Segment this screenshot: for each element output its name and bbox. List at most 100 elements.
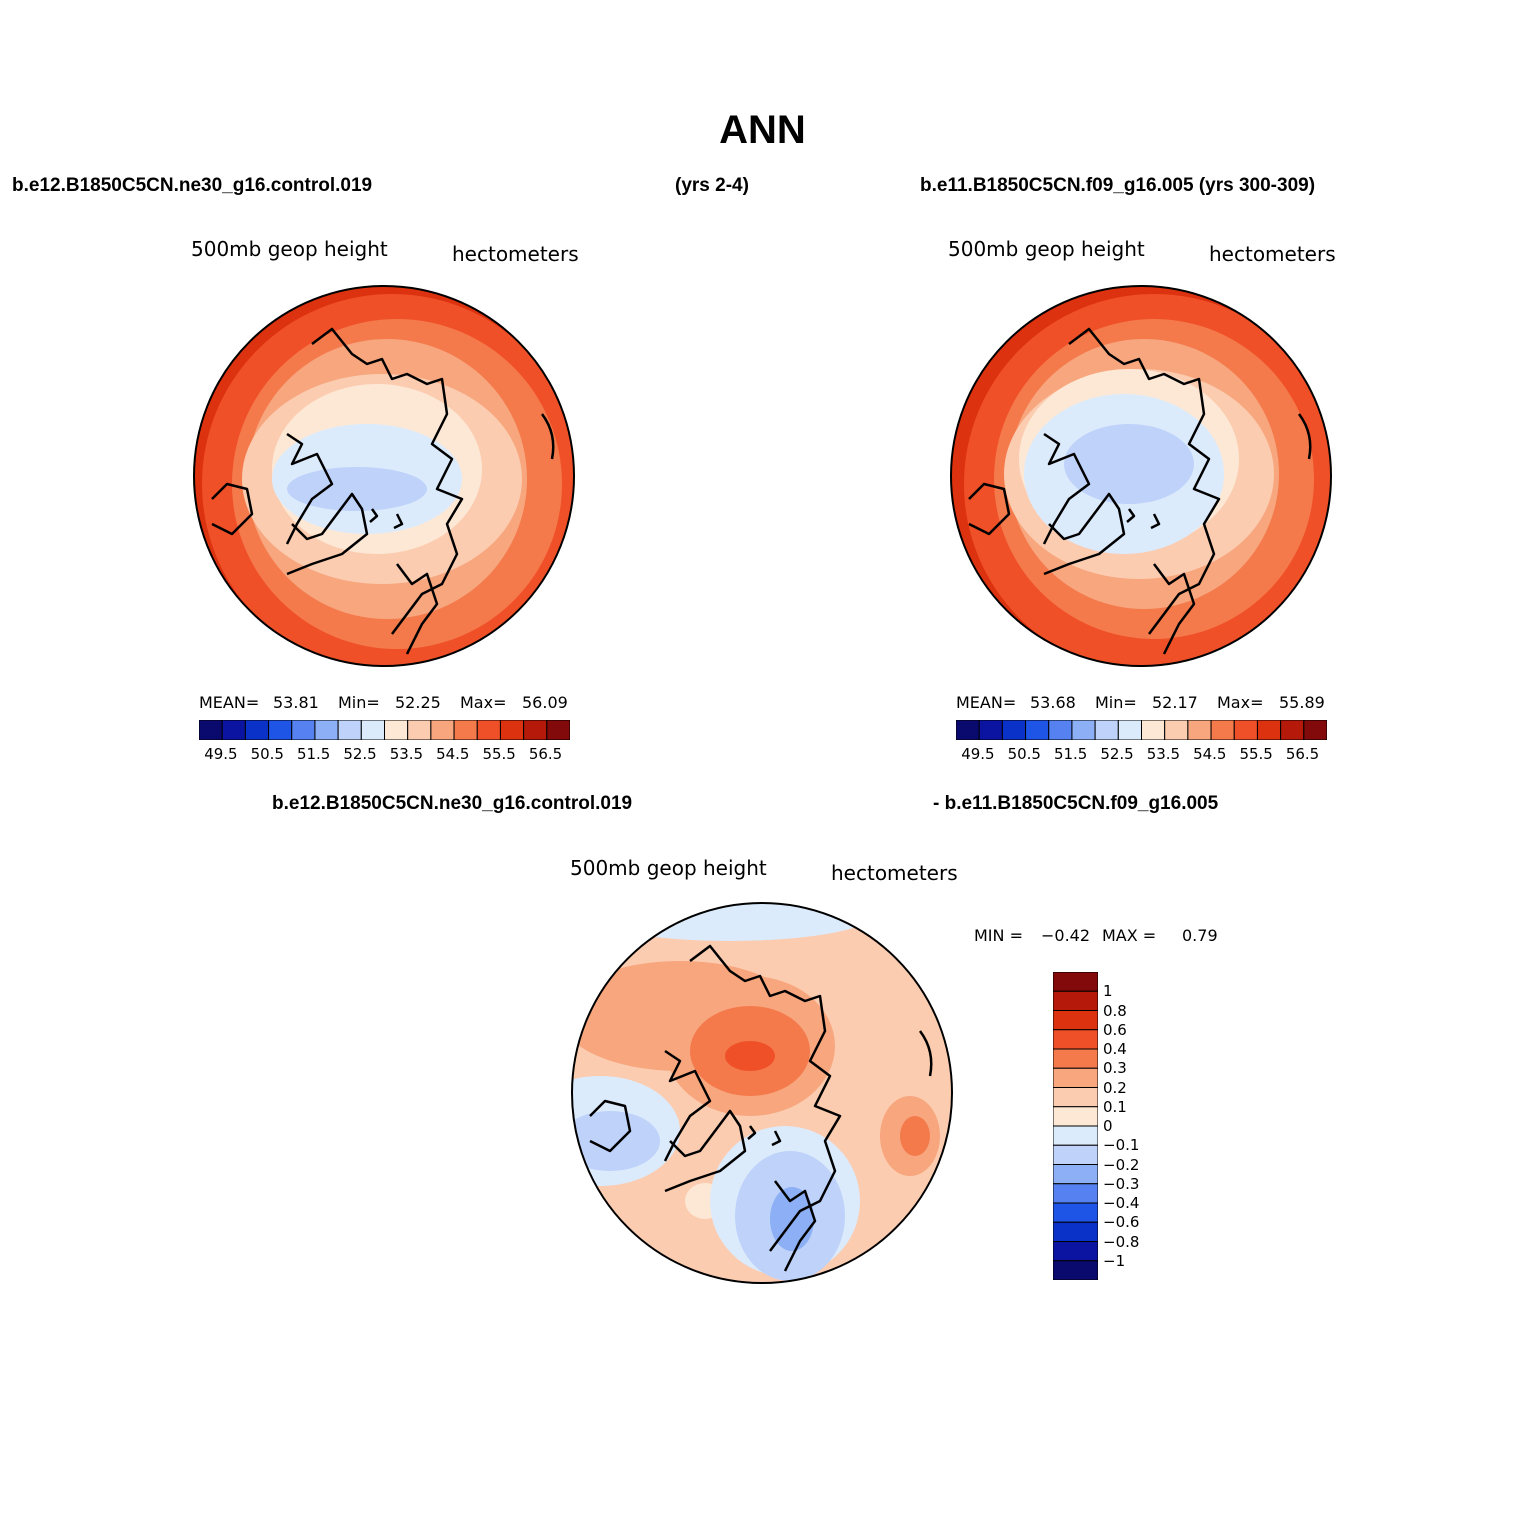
panel3-max-value: 0.79 bbox=[1182, 926, 1218, 945]
panel2-units-label: hectometers bbox=[1209, 242, 1336, 266]
panel1-colorbar-swatch bbox=[337, 720, 362, 740]
left-years-header: (yrs 2-4) bbox=[675, 175, 749, 196]
panel3-colorbar-swatch bbox=[1053, 1106, 1098, 1127]
panel1-variable-label: 500mb geop height bbox=[191, 237, 388, 261]
panel3-colorbar-swatch bbox=[1053, 1087, 1098, 1108]
panel2-colorbar-tick-label: 52.5 bbox=[1100, 745, 1134, 763]
panel2-colorbar-swatch bbox=[1025, 720, 1050, 740]
panel1-colorbar-swatch bbox=[453, 720, 478, 740]
panel1-colorbar-tick-label: 52.5 bbox=[343, 745, 377, 763]
panel3-colorbar-swatch bbox=[1053, 1241, 1098, 1262]
panel3-colorbar-swatch bbox=[1053, 1183, 1098, 1204]
panel3-colorbar-swatch bbox=[1053, 1048, 1098, 1069]
panel2-colorbar-swatch bbox=[978, 720, 1003, 740]
panel2-min-value: 52.17 bbox=[1152, 693, 1198, 712]
panel1-colorbar-swatch bbox=[199, 720, 223, 740]
panel3-colorbar-swatch bbox=[1053, 972, 1098, 992]
panel2-polar-map bbox=[950, 285, 1332, 667]
panel3-colorbar-swatch bbox=[1053, 1144, 1098, 1165]
panel3-variable-label: 500mb geop height bbox=[570, 856, 767, 880]
panel1-colorbar-tick-label: 53.5 bbox=[389, 745, 424, 763]
panel2-mean-value: 53.68 bbox=[1030, 693, 1076, 712]
panel1-units-label: hectometers bbox=[452, 242, 579, 266]
panel1-max-value: 56.09 bbox=[522, 693, 568, 712]
panel3-colorbar-tick-label: 0.8 bbox=[1103, 1001, 1127, 1020]
panel2-colorbar-swatch bbox=[1187, 720, 1212, 740]
panel2-colorbar-swatch bbox=[1071, 720, 1096, 740]
panel1-colorbar-swatch bbox=[407, 720, 432, 740]
panel3-colorbar-swatch bbox=[1053, 1221, 1098, 1242]
panel1-colorbar-swatch bbox=[268, 720, 293, 740]
panel2-max-value: 55.89 bbox=[1279, 693, 1325, 712]
panel1-mean-label: MEAN= bbox=[199, 693, 260, 712]
panel3-colorbar-swatch bbox=[1053, 1125, 1098, 1146]
panel2-colorbar-tick-label: 51.5 bbox=[1053, 745, 1088, 763]
panel1-colorbar-swatch bbox=[291, 720, 316, 740]
panel2-colorbar-swatch bbox=[1117, 720, 1142, 740]
panel1-mean-value: 53.81 bbox=[273, 693, 319, 712]
page-title: ANN bbox=[719, 108, 806, 152]
panel2-colorbar-swatch bbox=[1001, 720, 1027, 740]
panel3-colorbar-swatch bbox=[1053, 1164, 1098, 1185]
panel1-colorbar-tick-label: 49.5 bbox=[204, 745, 238, 763]
panel1-polar-map bbox=[193, 285, 575, 667]
panel2-mean-label: MEAN= bbox=[956, 693, 1017, 712]
panel2-variable-label: 500mb geop height bbox=[948, 237, 1145, 261]
panel1-colorbar-swatch bbox=[430, 720, 455, 740]
panel2-colorbar-swatch bbox=[1048, 720, 1073, 740]
panel1-colorbar-swatch bbox=[523, 720, 548, 740]
panel2-max-label: Max= bbox=[1217, 693, 1264, 712]
panel1-colorbar-swatch bbox=[499, 720, 525, 740]
panel3-colorbar-tick-label: 0.2 bbox=[1103, 1078, 1127, 1097]
panel2-colorbar-tick-label: 50.5 bbox=[1007, 745, 1041, 763]
panel2-colorbar-swatch bbox=[1094, 720, 1119, 740]
panel2-min-label: Min= bbox=[1095, 693, 1137, 712]
panel1-colorbar-tick-label: 51.5 bbox=[296, 745, 331, 763]
panel3-colorbar-tick-label: −0.6 bbox=[1103, 1213, 1140, 1232]
panel3-colorbar-swatch bbox=[1053, 1260, 1098, 1280]
panel1-max-label: Max= bbox=[460, 693, 507, 712]
panel3-colorbar-tick-label: 0.3 bbox=[1103, 1059, 1127, 1078]
panel3-colorbar-swatch bbox=[1053, 1010, 1098, 1031]
panel1-colorbar-swatch bbox=[314, 720, 339, 740]
panel3-colorbar-tick-label: −1 bbox=[1103, 1251, 1126, 1270]
panel3-colorbar-tick-label: −0.3 bbox=[1103, 1174, 1140, 1193]
panel1-colorbar-tick-label: 56.5 bbox=[528, 745, 563, 763]
panel2-colorbar-tick-label: 56.5 bbox=[1285, 745, 1320, 763]
panel3-colorbar-tick-label: −0.4 bbox=[1103, 1194, 1140, 1212]
panel3-colorbar-tick-label: 0.1 bbox=[1103, 1097, 1127, 1116]
panel3-colorbar-swatch bbox=[1053, 1202, 1098, 1223]
panel1-min-value: 52.25 bbox=[395, 693, 441, 712]
panel3-colorbar-tick-label: 0.4 bbox=[1103, 1040, 1127, 1058]
panel3-min-value: −0.42 bbox=[1041, 926, 1091, 945]
panel3-colorbar-swatch bbox=[1053, 1029, 1098, 1050]
panel1-colorbar-tick-label: 55.5 bbox=[482, 745, 516, 763]
panel3-colorbar bbox=[1053, 972, 1098, 1280]
panel3-colorbar-swatch bbox=[1053, 1067, 1098, 1088]
panel1-colorbar bbox=[199, 720, 570, 740]
panel1-colorbar-tick-label: 50.5 bbox=[250, 745, 284, 763]
panel1-colorbar-tick-label: 54.5 bbox=[436, 745, 470, 763]
panel2-colorbar-tick-label: 54.5 bbox=[1193, 745, 1227, 763]
panel2-colorbar-tick-label: 49.5 bbox=[961, 745, 995, 763]
panel1-colorbar-swatch bbox=[244, 720, 270, 740]
panel2-colorbar-tick-label: 53.5 bbox=[1146, 745, 1181, 763]
panel1-colorbar-swatch bbox=[384, 720, 409, 740]
panel2-colorbar-swatch bbox=[1280, 720, 1305, 740]
panel1-colorbar-swatch bbox=[360, 720, 385, 740]
panel2-coastlines bbox=[968, 327, 1312, 655]
panel2-colorbar-swatch bbox=[1141, 720, 1166, 740]
diff-left-header: b.e12.B1850C5CN.ne30_g16.control.019 bbox=[272, 793, 633, 814]
panel2-colorbar-swatch bbox=[956, 720, 980, 740]
panel1-min-label: Min= bbox=[338, 693, 380, 712]
panel3-min-label: MIN = bbox=[974, 926, 1023, 945]
panel2-colorbar-swatch bbox=[1164, 720, 1189, 740]
panel3-colorbar-tick-label: 1 bbox=[1103, 982, 1113, 1001]
panel2-colorbar bbox=[956, 720, 1327, 740]
panel3-difference-map bbox=[571, 902, 953, 1284]
panel2-colorbar-swatch bbox=[1256, 720, 1282, 740]
panel3-colorbar-tick-label: −0.1 bbox=[1103, 1136, 1140, 1155]
panel1-coastlines bbox=[211, 327, 555, 655]
panel3-colorbar-tick-label: −0.8 bbox=[1103, 1232, 1140, 1251]
panel3-colorbar-tick-label: −0.2 bbox=[1103, 1155, 1140, 1174]
